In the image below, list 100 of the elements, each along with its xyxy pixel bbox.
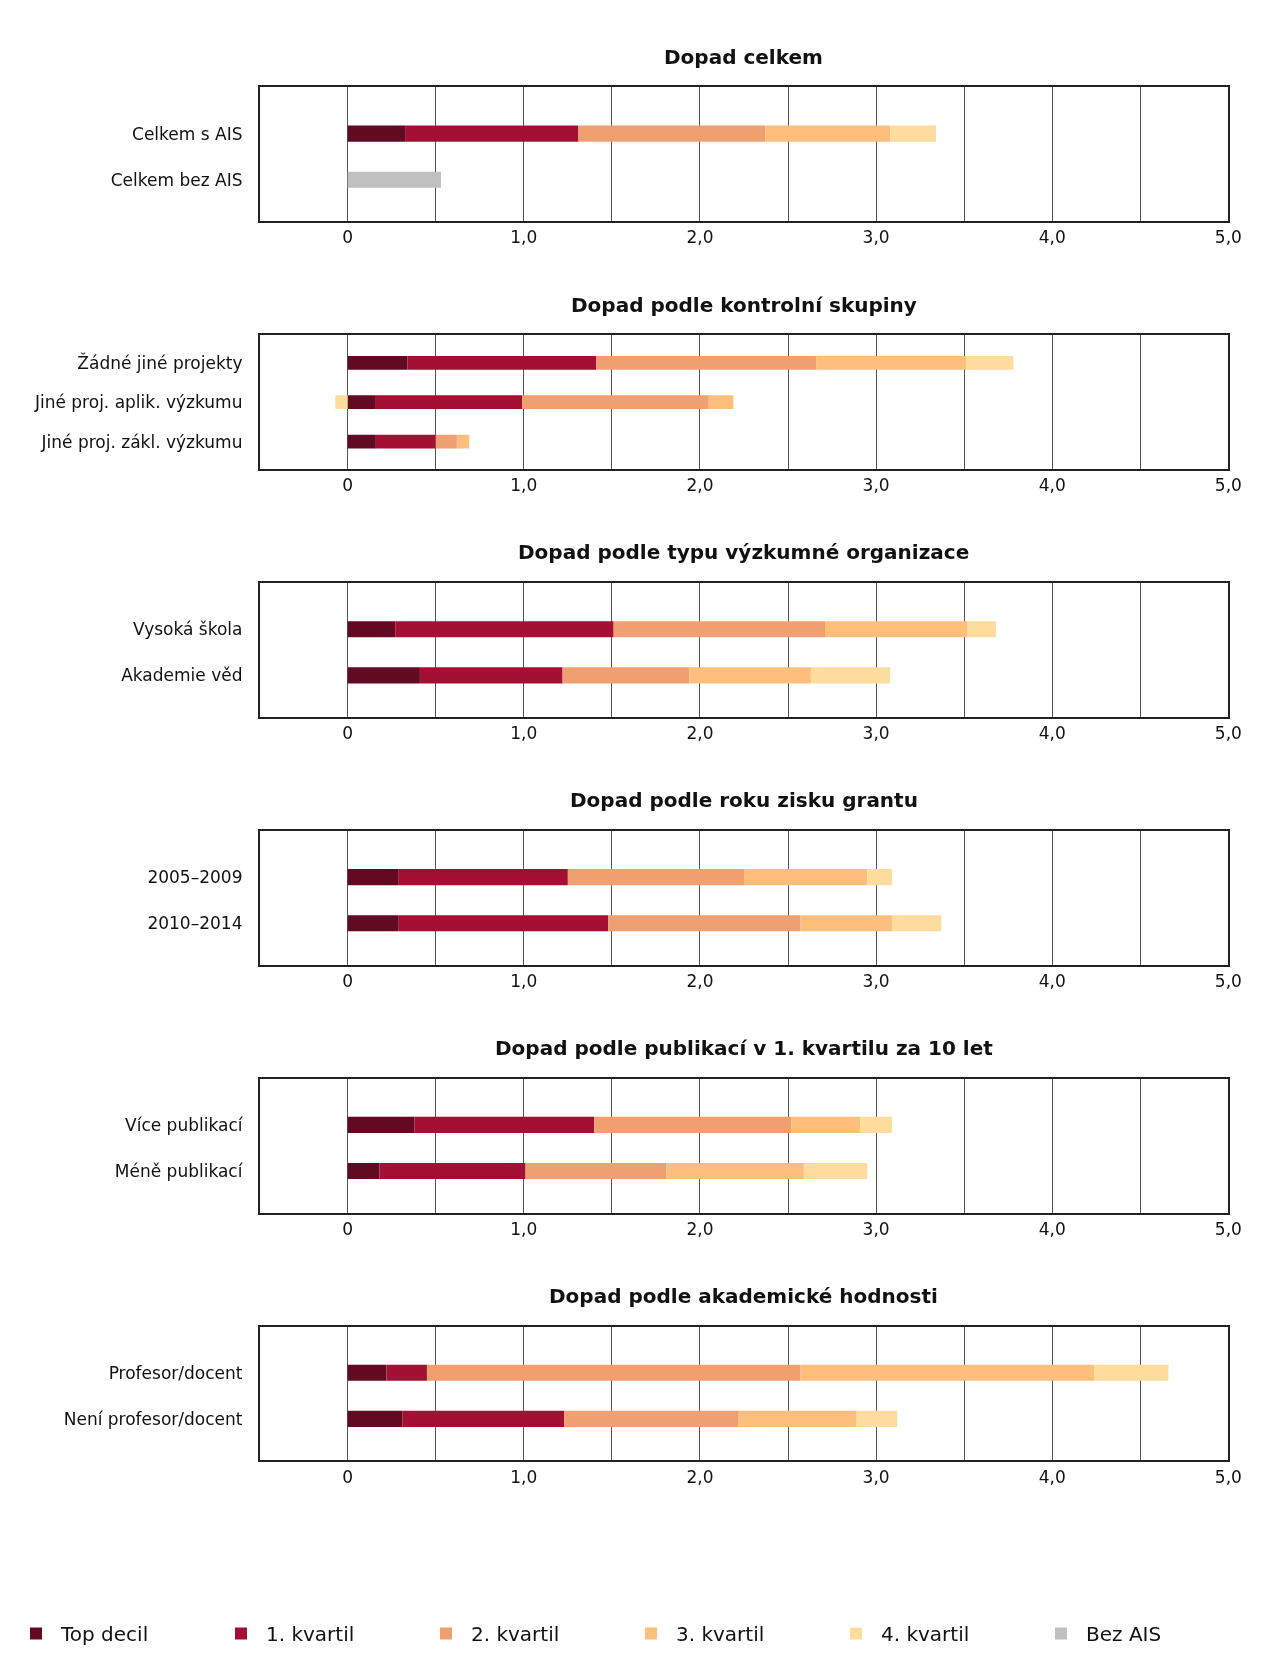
bar — [419, 667, 563, 684]
x-tick-label: 2,0 — [686, 723, 714, 744]
bar — [347, 434, 376, 449]
bar — [825, 621, 968, 638]
bar — [347, 1410, 403, 1427]
bar — [395, 621, 614, 638]
bar — [562, 667, 690, 684]
x-tick-label: 0 — [342, 1218, 354, 1239]
y-tick-label: Více publikací — [125, 1114, 244, 1135]
bar — [435, 434, 457, 449]
y-tick-label: Žádné jiné projekty — [77, 351, 243, 373]
x-tick-label: 4,0 — [1038, 227, 1066, 248]
bar — [525, 1162, 667, 1180]
chart-title: Dopad podle kontrolní skupiny — [571, 293, 917, 317]
x-tick-label: 0 — [342, 1466, 354, 1487]
bar — [347, 1116, 415, 1133]
bar — [594, 1116, 792, 1133]
bar — [398, 915, 609, 932]
bar — [803, 1162, 868, 1180]
bar — [347, 667, 420, 684]
x-tick-label: 4,0 — [1038, 1218, 1066, 1239]
x-tick-label: 1,0 — [510, 723, 538, 744]
x-tick-label: 3,0 — [862, 227, 890, 248]
bar — [891, 915, 942, 932]
bar — [666, 1162, 804, 1180]
bar — [596, 355, 817, 370]
bar — [613, 621, 826, 638]
x-tick-label: 1,0 — [510, 475, 538, 496]
x-tick-label: 4,0 — [1038, 475, 1066, 496]
x-tick-label: 5,0 — [1214, 723, 1242, 744]
x-tick-label: 5,0 — [1214, 475, 1242, 496]
chart-title: Dopad podle akademické hodnosti — [549, 1284, 938, 1308]
bar — [1094, 1364, 1169, 1381]
x-tick-label: 3,0 — [862, 1466, 890, 1487]
y-tick-label: Jiné proj. aplik. výzkumu — [33, 392, 243, 413]
bar — [800, 1364, 1095, 1381]
bar — [347, 621, 396, 638]
bar — [398, 868, 568, 886]
bar — [967, 621, 996, 638]
chart-title: Dopad podle publikací v 1. kvartilu za 10 let — [495, 1036, 994, 1060]
bar — [608, 915, 801, 932]
bar — [402, 1410, 565, 1427]
chart-title: Dopad podle typu výzkumné organizace — [518, 540, 970, 564]
bar — [414, 1116, 595, 1133]
bar — [407, 355, 597, 370]
x-tick-label: 4,0 — [1038, 723, 1066, 744]
x-tick-label: 5,0 — [1214, 227, 1242, 248]
y-tick-label: Akademie věd — [121, 665, 243, 686]
legend-label: Top decil — [60, 1622, 149, 1647]
x-tick-label: 5,0 — [1214, 1466, 1242, 1487]
x-tick-label: 1,0 — [510, 970, 538, 991]
bar — [867, 868, 892, 886]
y-tick-label: Méně publikací — [114, 1160, 244, 1181]
x-tick-label: 0 — [342, 970, 354, 991]
x-tick-label: 2,0 — [686, 475, 714, 496]
chart-title: Dopad podle roku zisku grantu — [570, 788, 918, 812]
x-tick-label: 4,0 — [1038, 1466, 1066, 1487]
x-tick-label: 3,0 — [862, 970, 890, 991]
legend-label: Bez AIS — [1086, 1622, 1162, 1647]
bar — [816, 355, 966, 370]
bar — [708, 395, 734, 410]
bar — [689, 667, 811, 684]
bar — [347, 915, 399, 932]
x-tick-label: 0 — [342, 227, 354, 248]
x-tick-label: 1,0 — [510, 227, 538, 248]
x-tick-label: 2,0 — [686, 1466, 714, 1487]
bar — [965, 355, 1014, 370]
bar — [375, 434, 436, 449]
x-tick-label: 5,0 — [1214, 970, 1242, 991]
x-tick-label: 1,0 — [510, 1466, 538, 1487]
chart-title: Dopad celkem — [664, 45, 823, 69]
bar — [567, 868, 744, 886]
bar — [856, 1410, 898, 1427]
bar — [810, 667, 891, 684]
y-tick-label: Celkem bez AIS — [110, 169, 243, 190]
bar — [379, 1162, 526, 1180]
bar — [860, 1116, 892, 1133]
bar — [347, 1364, 387, 1381]
x-tick-label: 2,0 — [686, 970, 714, 991]
bar — [791, 1116, 861, 1133]
bar — [738, 1410, 857, 1427]
y-tick-label: Není profesor/docent — [63, 1408, 243, 1429]
x-tick-label: 3,0 — [862, 1218, 890, 1239]
bar — [335, 395, 348, 410]
bar — [456, 434, 470, 449]
legend-label: 3. kvartil — [676, 1622, 765, 1647]
x-tick-label: 5,0 — [1214, 1218, 1242, 1239]
bar — [347, 1162, 380, 1180]
x-tick-label: 1,0 — [510, 1218, 538, 1239]
x-tick-label: 0 — [342, 723, 354, 744]
legend-label: 4. kvartil — [881, 1622, 970, 1647]
bar — [426, 1364, 801, 1381]
bar — [347, 395, 376, 410]
y-tick-label: Profesor/docent — [108, 1362, 243, 1383]
y-tick-label: Celkem s AIS — [132, 123, 243, 144]
x-tick-label: 3,0 — [862, 723, 890, 744]
bar — [386, 1364, 427, 1381]
x-tick-label: 3,0 — [862, 475, 890, 496]
bar — [564, 1410, 739, 1427]
legend-label: 1. kvartil — [266, 1622, 355, 1647]
